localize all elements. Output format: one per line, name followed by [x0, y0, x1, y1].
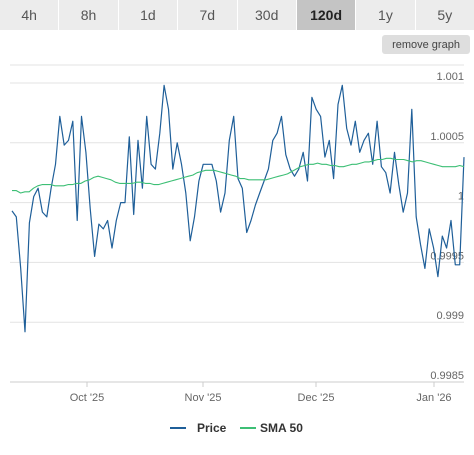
tab-5y[interactable]: 5y: [437, 7, 453, 23]
legend-label[interactable]: Price: [197, 421, 227, 435]
legend: Price SMA 50: [170, 421, 303, 435]
series-line-sma50: [12, 157, 465, 194]
remove-graph-button[interactable]: remove graph: [382, 35, 470, 54]
tab-7d[interactable]: 7d: [178, 0, 238, 30]
y-tick-label: 0.9985: [430, 370, 464, 382]
grid-lines: [10, 64, 464, 383]
y-tick-label: 1.0005: [430, 131, 464, 143]
x-tick-label: Oct '25: [70, 392, 105, 404]
tab-4h[interactable]: 4h: [0, 0, 60, 30]
x-tick-label: Jan '26: [416, 392, 451, 404]
y-tick-label: 1: [458, 191, 464, 203]
x-axis-ticks: Oct '25 Nov '25 Dec '25 Jan '26: [10, 381, 464, 404]
legend-label[interactable]: SMA 50: [260, 421, 303, 435]
tab-1d[interactable]: 1d: [119, 0, 179, 30]
x-tick-label: Nov '25: [185, 392, 222, 404]
y-axis-ticks: 0.9985 0.999 0.9995 1 1.0005 1.001: [430, 71, 464, 382]
tab-30d[interactable]: 30d: [238, 0, 297, 30]
tab-8h[interactable]: 8h: [59, 0, 119, 30]
series-line-price: [11, 84, 465, 333]
x-tick-label: Dec '25: [298, 392, 335, 404]
tab-120d[interactable]: 120d: [296, 0, 357, 30]
series-group: [11, 84, 465, 333]
tab-1y[interactable]: 1y: [356, 0, 416, 30]
timeframe-tabs: 4h 8h 1d 7d 30d 120d 1y 5y: [0, 0, 474, 30]
y-tick-label: 0.999: [436, 310, 464, 322]
y-tick-label: 0.9995: [430, 250, 464, 262]
y-tick-label: 1.001: [436, 71, 464, 83]
